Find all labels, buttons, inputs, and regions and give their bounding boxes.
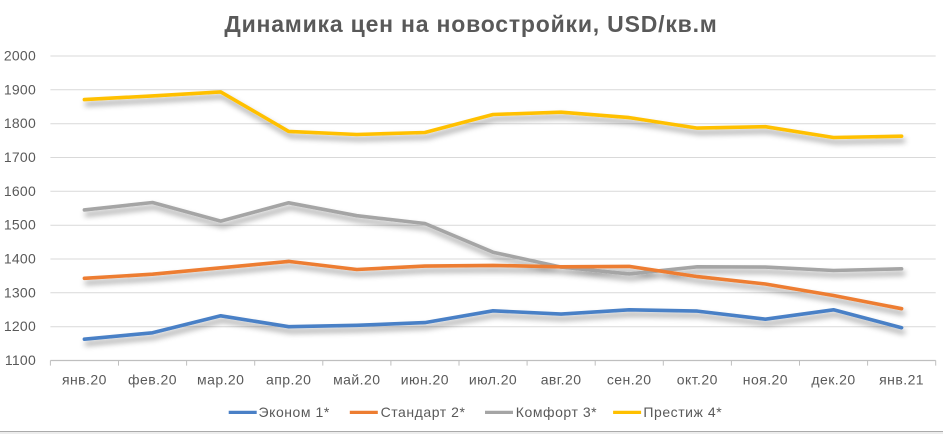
svg-text:сен.20: сен.20 — [607, 372, 652, 388]
svg-text:Стандарт 2*: Стандарт 2* — [381, 404, 466, 420]
svg-text:мар.20: мар.20 — [197, 372, 244, 388]
svg-text:янв.21: янв.21 — [879, 372, 924, 388]
svg-text:1800: 1800 — [4, 115, 36, 131]
svg-text:Комфорт 3*: Комфорт 3* — [516, 404, 597, 420]
svg-text:1500: 1500 — [4, 217, 36, 233]
svg-text:1400: 1400 — [4, 251, 36, 267]
svg-text:1700: 1700 — [4, 149, 36, 165]
svg-text:апр.20: апр.20 — [266, 372, 311, 388]
svg-text:май.20: май.20 — [333, 372, 380, 388]
svg-text:ноя.20: ноя.20 — [743, 372, 788, 388]
svg-text:1900: 1900 — [4, 81, 36, 97]
svg-text:Эконом 1*: Эконом 1* — [259, 404, 330, 420]
svg-text:1300: 1300 — [4, 284, 36, 300]
svg-text:1100: 1100 — [5, 352, 36, 368]
svg-text:авг.20: авг.20 — [541, 372, 582, 388]
svg-text:июл.20: июл.20 — [469, 372, 517, 388]
svg-text:Динамика цен на новостройки, U: Динамика цен на новостройки, USD/кв.м — [224, 11, 717, 37]
svg-text:2000: 2000 — [4, 48, 36, 64]
svg-text:фев.20: фев.20 — [128, 372, 177, 388]
svg-text:янв.20: янв.20 — [62, 372, 107, 388]
svg-text:дек.20: дек.20 — [811, 372, 855, 388]
svg-text:Престиж 4*: Престиж 4* — [643, 404, 722, 420]
svg-text:1600: 1600 — [4, 183, 36, 199]
svg-text:июн.20: июн.20 — [401, 372, 449, 388]
svg-text:1200: 1200 — [4, 318, 36, 334]
svg-text:окт.20: окт.20 — [677, 372, 718, 388]
